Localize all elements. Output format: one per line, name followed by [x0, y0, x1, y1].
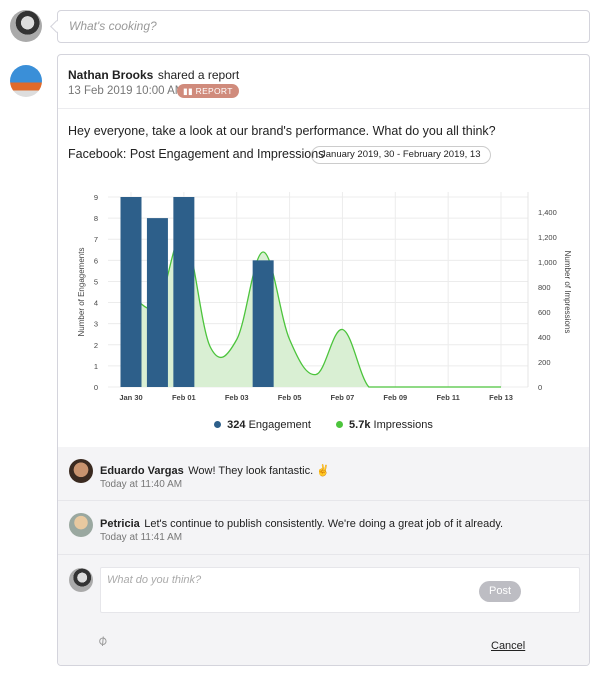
- y-tick-label: 6: [94, 256, 98, 265]
- x-tick-label: Feb 09: [383, 393, 407, 402]
- reply-avatar: [69, 568, 93, 592]
- post-timestamp: 13 Feb 2019 10:00 AM: [68, 85, 185, 97]
- reply-placeholder: What do you think?: [107, 574, 202, 586]
- comment-text: Wow! They look fantastic. ✌️: [188, 465, 330, 477]
- comment-author[interactable]: Petricia: [100, 518, 140, 530]
- y-axis-title: Number of Engagements: [77, 248, 86, 337]
- y2-tick-label: 1,400: [538, 208, 557, 217]
- engagement-bar: [120, 197, 142, 387]
- y2-tick-label: 400: [538, 333, 551, 342]
- engagement-bar: [173, 197, 195, 387]
- y-tick-label: 0: [94, 383, 98, 392]
- x-tick-label: Feb 11: [436, 393, 459, 402]
- author-avatar: [10, 65, 42, 97]
- x-tick-label: Feb 01: [172, 393, 196, 402]
- paperclip-icon[interactable]: ⌀: [93, 631, 111, 649]
- y-tick-label: 5: [94, 277, 98, 286]
- current-user-avatar: [10, 10, 42, 42]
- y2-axis-title: Number of Impressions: [563, 251, 572, 334]
- comment-time: Today at 11:40 AM: [100, 479, 183, 490]
- x-tick-label: Feb 05: [278, 393, 302, 402]
- y2-tick-label: 1,200: [538, 233, 557, 242]
- comment-time: Today at 11:41 AM: [100, 532, 183, 543]
- y-tick-label: 2: [94, 341, 98, 350]
- y-tick-label: 1: [94, 362, 98, 371]
- x-tick-label: Jan 30: [119, 393, 142, 402]
- post-button[interactable]: Post: [479, 581, 521, 602]
- comment-avatar: [69, 459, 93, 483]
- post-message: Hey everyone, take a look at our brand's…: [68, 124, 496, 138]
- post-action: shared a report: [157, 68, 240, 82]
- status-composer[interactable]: What's cooking?: [50, 10, 590, 43]
- comments-section: Eduardo Vargas Wow! They look fantastic.…: [58, 447, 589, 665]
- y2-tick-label: 600: [538, 308, 551, 317]
- y2-tick-label: 200: [538, 358, 551, 367]
- y2-tick-label: 1,000: [538, 258, 557, 267]
- y2-tick-label: 0: [538, 383, 542, 392]
- y-tick-label: 7: [94, 235, 98, 244]
- y-tick-label: 8: [94, 214, 98, 223]
- legend-engagement[interactable]: 324 Engagement: [214, 419, 311, 431]
- report-title: Facebook: Post Engagement and Impression…: [68, 147, 325, 161]
- bar-chart-icon: ▮▮: [183, 86, 196, 96]
- date-range-pill[interactable]: January 2019, 30 - February 2019, 13: [311, 146, 491, 164]
- report-badge: ▮▮ REPORT: [177, 84, 239, 98]
- y2-tick-label: 800: [538, 283, 551, 292]
- x-tick-label: Feb 03: [225, 393, 249, 402]
- y-tick-label: 4: [94, 299, 98, 308]
- y-tick-label: 3: [94, 320, 98, 329]
- engagement-bar: [146, 218, 168, 387]
- engagement-bar: [252, 260, 274, 387]
- engagement-impressions-chart: 0 1 2 3 4 5 6 7 8 9 0 200 400 600 800 1,000 1,200 1,400 Ja…: [77, 192, 572, 402]
- impressions-area: [131, 233, 502, 387]
- comment-text: Let's continue to publish consistently. …: [144, 518, 504, 530]
- composer-placeholder: What's cooking?: [69, 19, 157, 33]
- legend-impressions[interactable]: 5.7k Impressions: [336, 419, 433, 431]
- post-author[interactable]: Nathan Brooks: [68, 68, 154, 82]
- comment-avatar: [69, 513, 93, 537]
- y-tick-label: 9: [94, 193, 98, 202]
- x-tick-label: Feb 13: [489, 393, 513, 402]
- comment-author[interactable]: Eduardo Vargas: [100, 465, 184, 477]
- chart-legend: 324 Engagement 5.7k Impressions: [58, 419, 589, 431]
- x-tick-label: Feb 07: [331, 393, 355, 402]
- cancel-button[interactable]: Cancel: [491, 640, 526, 652]
